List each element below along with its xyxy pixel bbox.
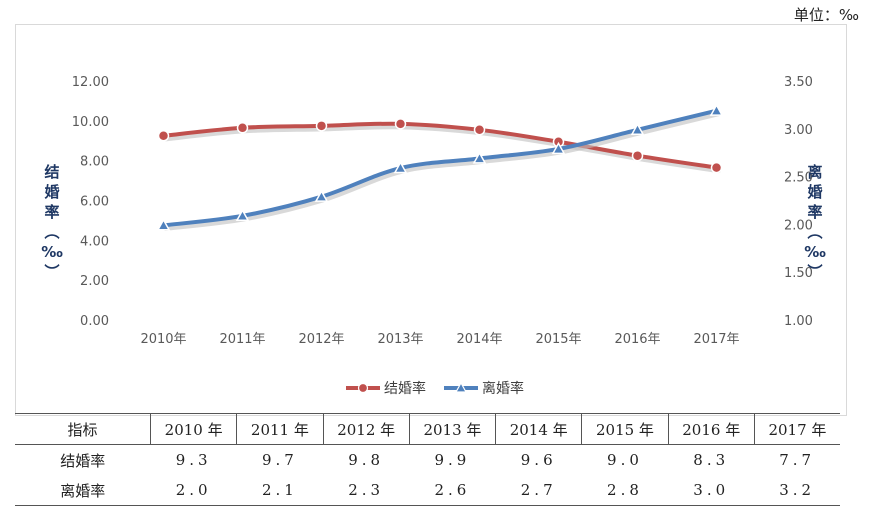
table-cell: 9.6: [520, 451, 557, 469]
table-cell: 9.0: [607, 451, 643, 469]
row-label: 离婚率: [15, 475, 151, 506]
data-point-marker: [710, 161, 723, 174]
data-point-marker: [157, 130, 170, 142]
y-left-tick-label: 2.00: [80, 274, 109, 289]
y-right-axis-title: 离婚率︵ ‰ ︶: [804, 163, 826, 281]
table-cell: 9.7: [261, 451, 298, 469]
x-tick-label: 2015年: [535, 332, 581, 347]
y-right-tick-label: 1.00: [784, 314, 813, 329]
x-tick-label: 2013年: [377, 332, 423, 347]
legend-marker: [454, 381, 468, 393]
legend-marker: [357, 382, 369, 394]
table-row: 结婚率 9.3 9.7 9.8 9.9 9.6 9.0 8.3 7.7: [15, 445, 840, 476]
x-tick-label: 2016年: [614, 332, 660, 347]
table-cell: 3.0: [668, 475, 755, 506]
y-left-axis-title: 结婚率︵ ‰ ︶: [41, 163, 63, 281]
data-point-marker: [156, 218, 171, 231]
table-header-year: 2011 年: [236, 413, 324, 445]
x-tick-label: 2014年: [456, 332, 502, 347]
table-cell: 9.9: [434, 451, 471, 469]
data-point-marker: [473, 124, 486, 136]
data-point-marker: [235, 208, 250, 221]
table-header-row: 指标 2010 年 2011 年 2012 年 2013 年 2014 年 20…: [15, 413, 840, 445]
y-left-tick-label: 10.00: [72, 115, 109, 130]
data-point-marker: [394, 118, 407, 130]
y-left-tick-label: 12.00: [72, 75, 109, 90]
row-label: 结婚率: [60, 451, 106, 470]
table-header-year: 2013 年: [408, 413, 496, 445]
table-header-year: 2016 年: [667, 413, 755, 445]
table-cell: 9.8: [348, 451, 385, 469]
data-point-marker: [393, 160, 408, 174]
table-header-year: 2017 年: [753, 413, 840, 445]
table-header-label: 指标: [15, 413, 151, 445]
y-left-tick-label: 6.00: [80, 195, 109, 210]
data-point-marker: [630, 122, 645, 135]
data-table: 指标 2010 年 2011 年 2012 年 2013 年 2014 年 20…: [15, 413, 840, 506]
y-right-tick-label: 2.50: [784, 171, 813, 186]
data-point-marker: [709, 103, 724, 116]
y-right-tick-label: 3.50: [784, 75, 813, 90]
table-cell: 2.6: [409, 475, 496, 506]
series-line: [161, 121, 719, 170]
table-cell: 7.7: [779, 451, 816, 469]
data-point-marker: [315, 120, 328, 132]
y-right-tick-label: 2.00: [784, 218, 813, 233]
table-header-year: 2014 年: [495, 413, 582, 445]
table-cell: 2.1: [236, 475, 324, 506]
table-cell: 9.3: [175, 451, 212, 469]
table-cell: 2.8: [581, 475, 669, 506]
y-right-tick-label: 3.00: [784, 123, 813, 138]
table-cell: 2.0: [150, 475, 237, 506]
table-cell: 8.3: [693, 451, 730, 469]
table-row: 离婚率 2.0 2.1 2.3 2.6 2.7 2.8 3.0 3.2: [15, 475, 840, 506]
data-point-marker: [472, 151, 487, 164]
data-point-marker: [551, 141, 566, 155]
line-chart: 0.00 2.00 4.00 6.00 8.00 10.00 12.00 1.00 1.50 2.…: [41, 75, 826, 397]
x-tick-label: 2011年: [219, 332, 265, 347]
table-cell: 2.7: [495, 475, 582, 506]
data-point-marker: [631, 149, 644, 162]
chart-area: 0.00 2.00 4.00 6.00 8.00 10.00 12.00 1.00 1.50 2.…: [15, 24, 847, 416]
table-header-year: 2010 年: [149, 413, 237, 445]
data-point-marker: [236, 122, 249, 134]
x-tick-label: 2012年: [298, 332, 344, 347]
table-header-year: 2015 年: [581, 413, 669, 445]
data-point-marker: [314, 189, 329, 202]
x-tick-label: 2010年: [140, 332, 186, 347]
unit-note: 单位：‰: [793, 6, 859, 24]
legend-label: 离婚率: [482, 380, 524, 397]
y-left-tick-label: 8.00: [80, 155, 109, 170]
table-cell: 3.2: [754, 475, 840, 506]
x-tick-label: 2017年: [693, 332, 739, 347]
legend-label: 结婚率: [384, 380, 426, 397]
y-right-tick-label: 1.50: [784, 266, 813, 281]
table-cell: 2.3: [323, 475, 410, 506]
y-left-tick-label: 4.00: [80, 234, 109, 249]
table-header-year: 2012 年: [322, 413, 410, 445]
y-left-tick-label: 0.00: [80, 314, 109, 329]
